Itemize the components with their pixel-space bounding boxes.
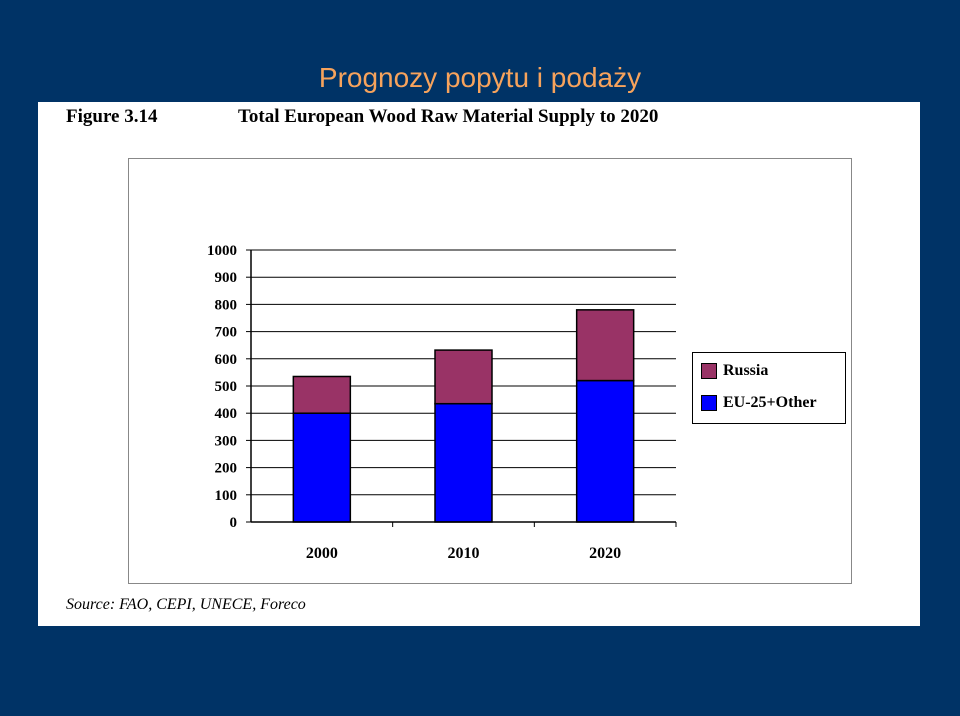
bars [292,309,635,523]
bar-eu-25-other-2000 [292,412,352,523]
figure-source: Source: FAO, CEPI, UNECE, Foreco [66,596,306,613]
bar-russia-2020 [575,309,635,382]
y-tick-label-300: 300 [215,433,238,449]
legend-swatch-eu [701,395,717,411]
y-tick-label-900: 900 [215,270,238,286]
y-tick-label-200: 200 [215,461,238,477]
bar-eu-25-other-2010 [434,402,493,523]
x-tick-label-2000: 2000 [306,545,338,562]
chart-legend: Russia EU-25+Other [692,352,846,424]
bar-eu-25-other-2020 [575,379,635,523]
y-tick-label-1000: 1000 [207,243,237,259]
y-tick-label-500: 500 [215,379,238,395]
bar-russia-2000 [292,375,352,414]
axes [250,250,676,523]
legend-item-russia: Russia [701,360,768,382]
legend-label-eu: EU-25+Other [723,394,817,411]
x-tick-label-2010: 2010 [448,545,480,562]
x-axis-ticks: 2000 2010 2020 [306,522,677,562]
legend-label-russia: Russia [723,362,769,379]
y-tick-label-400: 400 [215,406,238,422]
chart-area: 0 100 200 300 400 500 600 700 800 900 1000 2000 201… [128,158,852,584]
y-tick-label-600: 600 [215,352,238,368]
figure-number: Figure 3.14 [66,106,158,127]
slide-title: Prognozy popytu i podaży [318,62,642,93]
legend-item-eu: EU-25+Other [701,392,817,414]
y-tick-label-700: 700 [215,325,238,341]
figure-panel: Figure 3.14 Total European Wood Raw Mate… [38,102,920,626]
y-tick-label-800: 800 [215,297,238,313]
bar-chart: 0 100 200 300 400 500 600 700 800 900 1000 2000 201… [207,243,677,562]
x-tick-label-2020: 2020 [589,545,621,562]
bar-russia-2010 [434,349,493,405]
y-tick-label-0: 0 [230,515,238,531]
y-tick-label-100: 100 [215,488,238,504]
legend-swatch-russia [701,363,717,379]
y-axis-ticks: 0 100 200 300 400 500 600 700 800 900 1000 [207,243,251,531]
figure-title: Total European Wood Raw Material Supply … [238,106,659,127]
